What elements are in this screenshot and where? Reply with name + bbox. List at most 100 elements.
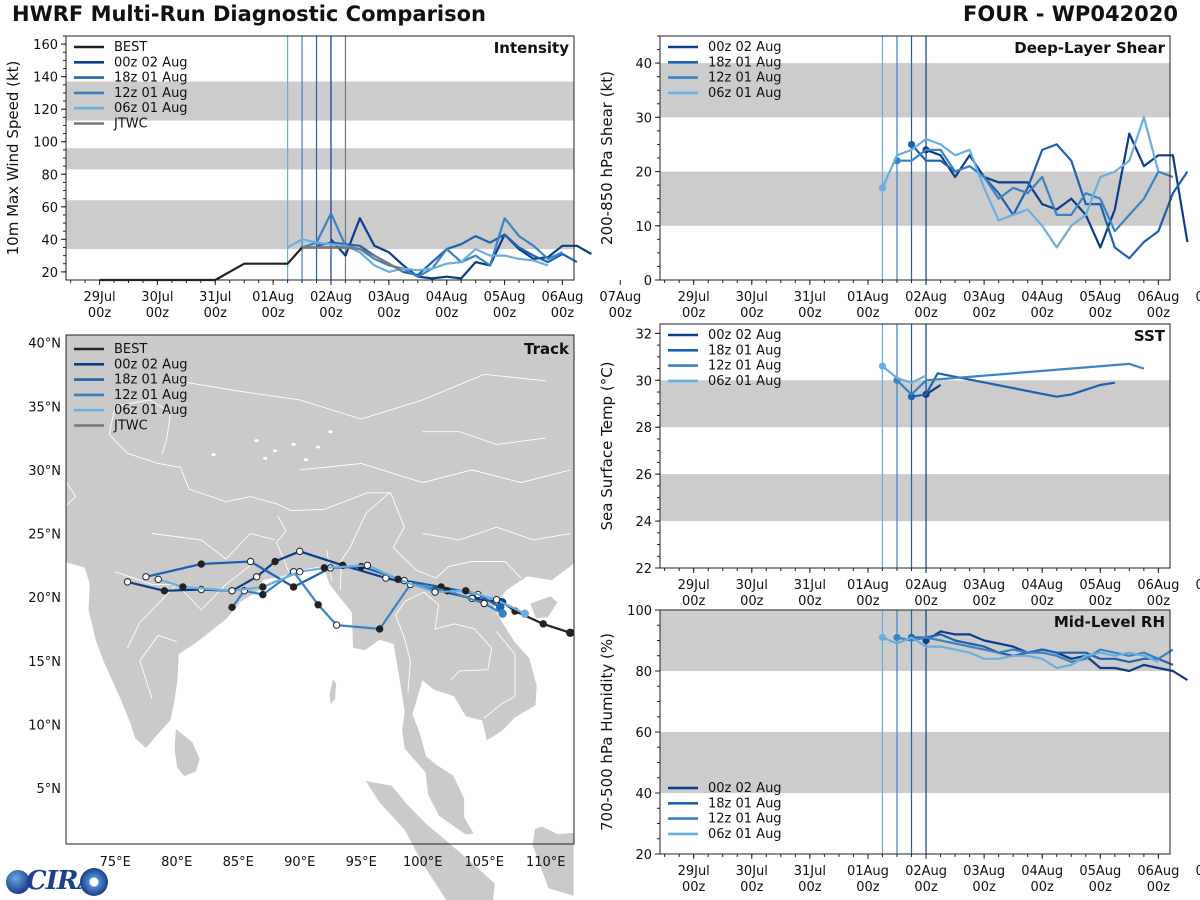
rh-x-tick-label: 05Aug <box>1079 864 1121 879</box>
sst-x-tick-sublabel: 00z <box>914 594 938 609</box>
track-lon-label: 105°E <box>464 855 504 870</box>
track-point-marker <box>394 575 402 584</box>
storm-id: FOUR - WP042020 <box>963 2 1178 26</box>
intensity-x-tick-sublabel: 00z <box>88 306 112 321</box>
shear-x-tick-label: 29Jul <box>678 290 710 305</box>
rh-ylabel: 700-500 hPa Humidity (%) <box>598 633 616 831</box>
intensity-x-tick-label: 01Aug <box>252 290 294 305</box>
land-sumatra <box>364 779 496 900</box>
intensity-title: Intensity <box>494 39 570 57</box>
sst-y-tick-label: 30 <box>635 374 652 389</box>
sst-x-tick-sublabel: 00z <box>740 594 764 609</box>
intensity-x-tick-sublabel: 00z <box>377 306 401 321</box>
sst-start-marker <box>907 393 916 401</box>
shear-x-tick-label: 07Aug <box>1196 290 1200 305</box>
rh-shade-band <box>660 732 1170 793</box>
track-start-marker <box>566 628 575 637</box>
sst-y-tick-label: 28 <box>635 421 652 436</box>
intensity-series-best <box>99 246 346 282</box>
track-lat-label: 30°N <box>28 464 61 479</box>
intensity-x-tick-sublabel: 00z <box>146 306 170 321</box>
land-border <box>339 492 390 590</box>
shear-legend-label: 06z 01 Aug <box>708 86 782 101</box>
track-series-06z-01-aug <box>157 564 526 615</box>
track-lon-label: 90°E <box>284 855 315 870</box>
track-lat-label: 35°N <box>28 400 61 415</box>
shear-x-tick-sublabel: 00z <box>1089 306 1113 321</box>
sst-x-tick-label: 30Jul <box>736 578 768 593</box>
intensity-y-tick-label: 40 <box>41 233 58 248</box>
land-border <box>250 492 522 579</box>
page-title: HWRF Multi-Run Diagnostic Comparison <box>12 2 487 26</box>
rh-x-tick-sublabel: 00z <box>972 880 996 895</box>
rh-x-tick-label: 31Jul <box>794 864 826 879</box>
track-panel: 75°E 80°E 85°E 90°E 95°E 100°E 105°E 110°E 5°N 10… <box>28 334 575 900</box>
track-lon-label: 80°E <box>161 855 192 870</box>
track-point-marker <box>492 595 501 604</box>
track-point-marker <box>320 564 329 572</box>
land-border <box>395 591 425 693</box>
track-point-marker <box>462 587 470 595</box>
shear-start-marker <box>907 140 916 149</box>
shear-x-tick-label: 06Aug <box>1137 290 1179 305</box>
rh-legend-label: 06z 01 Aug <box>708 827 782 842</box>
rh-y-tick-label: 60 <box>635 726 652 741</box>
track-lon-label: 110°E <box>526 855 566 870</box>
globe-icon <box>6 870 30 894</box>
land-lake <box>328 430 333 434</box>
rh-y-tick-label: 100 <box>627 604 652 619</box>
sst-legend-label: 00z 02 Aug <box>708 328 782 343</box>
track-point-marker <box>289 583 298 591</box>
intensity-y-tick-label: 20 <box>41 266 58 281</box>
cira-logo: CIRA <box>4 866 114 898</box>
land-border <box>139 634 177 700</box>
intensity-y-tick-label: 60 <box>41 201 58 216</box>
track-title: Track <box>524 340 570 358</box>
track-point-marker <box>480 599 488 608</box>
sst-x-tick-sublabel: 00z <box>856 594 880 609</box>
intensity-x-tick-sublabel: 00z <box>261 306 285 321</box>
land-lake <box>211 453 216 457</box>
shear-x-tick-sublabel: 00z <box>856 306 880 321</box>
land-border <box>483 631 516 719</box>
intensity-y-tick-label: 100 <box>33 136 58 151</box>
intensity-y-tick-label: 120 <box>33 103 58 118</box>
intensity-series-06z-01-aug <box>287 238 549 273</box>
shear-x-tick-sublabel: 00z <box>740 306 764 321</box>
intensity-x-tick-label: 30Jul <box>141 290 173 305</box>
land-lake <box>254 439 259 443</box>
shear-x-tick-sublabel: 00z <box>1031 306 1055 321</box>
track-start-marker <box>495 603 505 612</box>
shear-x-tick-label: 30Jul <box>736 290 768 305</box>
land-border <box>176 373 546 420</box>
shear-x-tick-label: 03Aug <box>963 290 1005 305</box>
shear-y-tick-label: 30 <box>635 111 652 126</box>
rh-panel: 2040608010029Jul00z30Jul00z31Jul00z01Aug… <box>598 604 1200 895</box>
intensity-y-tick-label: 140 <box>33 71 58 86</box>
intensity-x-tick-label: 06Aug <box>541 290 583 305</box>
sst-x-tick-sublabel: 00z <box>1089 594 1113 609</box>
shear-panel: 01020304029Jul00z30Jul00z31Jul00z01Aug00… <box>598 35 1200 321</box>
track-point-marker <box>332 621 341 629</box>
rh-title: Mid-Level RH <box>1054 613 1165 631</box>
track-point-marker <box>363 561 372 570</box>
shear-shade-band <box>660 171 1170 226</box>
sst-x-tick-sublabel: 00z <box>682 594 706 609</box>
rh-x-tick-label: 06Aug <box>1137 864 1179 879</box>
sst-series-12z-01-aug <box>896 362 1145 396</box>
shear-legend-label: 18z 01 Aug <box>708 55 782 70</box>
sst-x-tick-sublabel: 00z <box>798 594 822 609</box>
track-point-marker <box>314 601 322 609</box>
sst-x-tick-label: 05Aug <box>1079 578 1121 593</box>
track-lon-label: 95°E <box>346 855 377 870</box>
land-border <box>299 463 571 484</box>
sst-series-18z-01-aug <box>911 372 1115 398</box>
shear-x-tick-label: 31Jul <box>794 290 826 305</box>
sst-x-tick-sublabel: 00z <box>972 594 996 609</box>
intensity-legend-label: JTWC <box>113 117 148 132</box>
land-lake <box>315 445 321 449</box>
shear-y-tick-label: 10 <box>635 220 652 235</box>
sst-x-tick-sublabel: 00z <box>1031 594 1055 609</box>
intensity-series-00z-02-aug <box>330 217 592 280</box>
sst-shade-band <box>660 380 1170 428</box>
